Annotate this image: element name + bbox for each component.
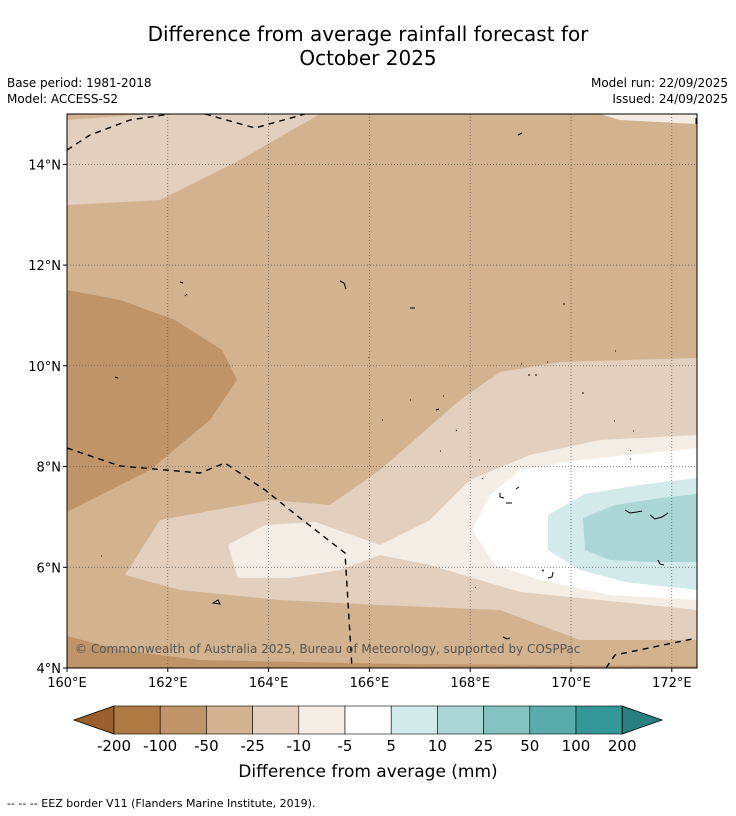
colorbar-segment bbox=[529, 705, 577, 735]
island-outline bbox=[101, 555, 511, 640]
colorbar-label: 10 bbox=[428, 737, 447, 755]
eez-border-segment bbox=[67, 447, 353, 668]
island-outline bbox=[382, 395, 444, 421]
island-outline bbox=[339, 280, 347, 290]
colorbar-label: 100 bbox=[562, 737, 591, 755]
colorbar-label: -10 bbox=[287, 737, 312, 755]
map-area: © Commonwealth of Australia 2025, Bureau… bbox=[67, 114, 697, 668]
region-south-drier bbox=[67, 636, 697, 668]
meta-left: Base period: 1981-2018 Model: ACCESS-S2 bbox=[7, 75, 152, 107]
y-tick-label: 4°N bbox=[37, 662, 62, 677]
colorbar: -200 -100 -50 -25 -10 -5 5 10 25 50 100 200 bbox=[72, 705, 664, 755]
eez-border bbox=[67, 114, 697, 668]
colorbar-segment bbox=[113, 705, 161, 735]
base-period-label: Base period: 1981-2018 bbox=[7, 76, 152, 90]
colorbar-extend-low bbox=[72, 705, 115, 735]
island-outline bbox=[624, 509, 643, 514]
colorbar-extend-high bbox=[621, 705, 664, 735]
y-axis: 4°N 6°N 8°N 10°N 12°N 14°N bbox=[28, 158, 67, 677]
island-outlines bbox=[101, 118, 697, 640]
x-tick-label: 170°E bbox=[551, 676, 591, 691]
colorbar-title: Difference from average (mm) bbox=[238, 762, 498, 782]
island-outline bbox=[114, 376, 119, 379]
colorbar-segment bbox=[298, 705, 346, 735]
chart-title-line1: Difference from average rainfall forecas… bbox=[147, 22, 589, 46]
eez-border-segment bbox=[605, 637, 697, 668]
colorbar-label: -100 bbox=[143, 737, 177, 755]
colorbar-label: -50 bbox=[194, 737, 219, 755]
island-outline bbox=[179, 281, 188, 297]
island-outline bbox=[657, 559, 665, 566]
island-outline bbox=[521, 361, 548, 376]
x-tick-label: 172°E bbox=[652, 676, 692, 691]
region-north-lighter bbox=[67, 114, 320, 205]
colorbar-segment bbox=[575, 705, 623, 735]
colorbar-segment bbox=[252, 705, 300, 735]
colorbar-segment bbox=[159, 705, 207, 735]
colorbar-label: 5 bbox=[386, 737, 396, 755]
colorbar-label: -200 bbox=[97, 737, 131, 755]
x-tick-label: 168°E bbox=[450, 676, 490, 691]
colorbar-label: 50 bbox=[520, 737, 539, 755]
y-tick-label: 6°N bbox=[37, 561, 62, 576]
region-west-drier bbox=[67, 290, 237, 512]
eez-border-segment bbox=[67, 114, 171, 151]
gridlines bbox=[67, 114, 697, 668]
region-wetter bbox=[583, 494, 697, 562]
footnote-eez: -- -- -- EEZ border V11 (Flanders Marine… bbox=[7, 797, 316, 810]
model-run-label: Model run: 22/09/2025 bbox=[590, 76, 728, 90]
colorbar-segment bbox=[437, 705, 484, 735]
island-outline bbox=[517, 132, 523, 136]
island-outline bbox=[649, 512, 669, 520]
x-axis: 160°E 162°E 164°E 166°E 168°E 170°E 172°E bbox=[47, 668, 692, 691]
colorbar-segment bbox=[344, 705, 392, 735]
island-outline bbox=[479, 449, 632, 480]
x-tick-label: 162°E bbox=[148, 676, 188, 691]
issued-label: Issued: 24/09/2025 bbox=[612, 92, 728, 106]
colorbar-segment bbox=[206, 705, 253, 735]
y-tick-label: 12°N bbox=[28, 259, 61, 274]
colorbar-segment bbox=[390, 705, 438, 735]
colorbar-label: -5 bbox=[338, 737, 353, 755]
colorbar-label: 200 bbox=[608, 737, 637, 755]
x-tick-label: 164°E bbox=[249, 676, 289, 691]
island-outline bbox=[541, 569, 554, 579]
model-label: Model: ACCESS-S2 bbox=[7, 92, 119, 106]
meta-right: Model run: 22/09/2025 Issued: 24/09/2025 bbox=[591, 75, 728, 107]
island-outline bbox=[582, 350, 616, 394]
colorbar-segment bbox=[483, 705, 531, 735]
x-tick-label: 166°E bbox=[350, 676, 390, 691]
chart-title: Difference from average rainfall forecas… bbox=[0, 22, 736, 70]
region-northeast-light bbox=[600, 114, 697, 124]
colorbar-label: -25 bbox=[240, 737, 265, 755]
chart-title-line2: October 2025 bbox=[299, 46, 437, 70]
y-tick-label: 10°N bbox=[28, 360, 61, 375]
x-tick-label: 160°E bbox=[47, 676, 87, 691]
island-outline bbox=[440, 420, 634, 452]
y-tick-label: 14°N bbox=[28, 158, 61, 173]
plot-frame bbox=[66, 113, 698, 669]
copyright-text: © Commonwealth of Australia 2025, Bureau… bbox=[75, 642, 580, 656]
island-outline bbox=[211, 599, 221, 605]
colorbar-label: 25 bbox=[474, 737, 493, 755]
y-tick-label: 8°N bbox=[37, 461, 62, 476]
island-outline bbox=[499, 486, 520, 504]
